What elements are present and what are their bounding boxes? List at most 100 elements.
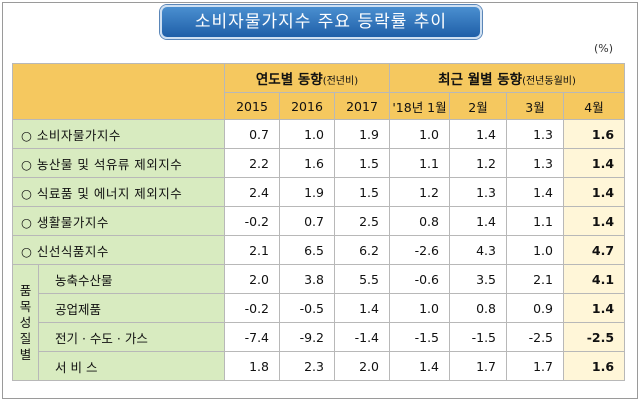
table-cell: 2.4 <box>224 177 280 207</box>
table-cell: 0.7 <box>279 206 335 236</box>
page-title: 소비자물가지수 주요 등락률 추이 <box>160 5 482 39</box>
group-label-char: 목 <box>19 298 32 314</box>
table-cell: 0.7 <box>224 119 280 149</box>
table-cell: 1.9 <box>334 119 390 149</box>
table-cell: 1.0 <box>389 119 450 149</box>
table-cell: 1.4 <box>449 119 507 149</box>
column-header: 2월 <box>449 92 507 120</box>
table-cell: 1.5 <box>334 148 390 178</box>
table-cell: -2.5 <box>562 322 626 352</box>
table-cell: 5.5 <box>334 264 390 294</box>
table-cell: 1.4 <box>334 293 390 323</box>
row-label: 전기 · 수도 · 가스 <box>38 322 225 352</box>
table-cell: 1.6 <box>562 119 626 149</box>
monthly-group-header: 최근 월별 동향(전년동월비) <box>388 63 626 93</box>
row-label: 공업제품 <box>38 293 225 323</box>
header-row-columns: 2015 2016 2017 '18년 1월 2월 3월 4월 <box>13 92 626 120</box>
table-cell: 1.2 <box>449 148 507 178</box>
group-label-char: 질 <box>19 330 32 346</box>
table-cell: 1.9 <box>279 177 335 207</box>
column-header: 2017 <box>334 92 390 120</box>
table-cell: 0.9 <box>506 293 564 323</box>
table-cell: 2.3 <box>279 351 335 381</box>
table-cell: 2.2 <box>224 148 280 178</box>
table-cell: 3.8 <box>279 264 335 294</box>
table-cell: 1.4 <box>449 206 507 236</box>
table-row: 서 비 스 1.8 2.3 2.0 1.4 1.7 1.7 1.6 <box>13 351 626 381</box>
table-cell: 1.4 <box>506 177 564 207</box>
table-cell: 4.7 <box>562 235 626 265</box>
table-cell: 1.6 <box>279 148 335 178</box>
table-row: ○ 신선식품지수 2.1 6.5 6.2 -2.6 4.3 1.0 4.7 <box>12 235 626 265</box>
table-cell: -7.4 <box>224 322 280 352</box>
column-header: 4월 <box>562 92 626 120</box>
group-label-char: 성 <box>19 314 32 330</box>
table-row: ○ 농산물 및 석유류 제외지수 2.2 1.6 1.5 1.1 1.2 1.3… <box>12 148 626 178</box>
unit-label: (%) <box>594 42 614 55</box>
table-cell: 6.2 <box>334 235 390 265</box>
table-cell: -9.2 <box>279 322 335 352</box>
cpi-table: 연도별 동향(전년비) 최근 월별 동향(전년동월비) 2015 2016 20… <box>12 63 626 381</box>
group-label-vertical: 품 목 성 질 별 <box>12 264 39 381</box>
table-cell: 0.8 <box>389 206 450 236</box>
table-cell: 1.1 <box>506 206 564 236</box>
table-cell: 1.0 <box>506 235 564 265</box>
table-cell: 1.1 <box>389 148 450 178</box>
row-label: 서 비 스 <box>38 351 225 381</box>
table-cell: -0.2 <box>224 293 280 323</box>
table-cell: 1.6 <box>562 351 626 381</box>
row-label: 농축수산물 <box>38 264 225 294</box>
monthly-group-subtitle: (전년동월비) <box>522 76 576 87</box>
table-cell: 1.5 <box>334 177 390 207</box>
table-cell: -2.6 <box>389 235 450 265</box>
table-row: ○ 생활물가지수 -0.2 0.7 2.5 0.8 1.4 1.1 1.4 <box>12 206 626 236</box>
table-cell: -2.5 <box>506 322 564 352</box>
table-cell: 4.3 <box>449 235 507 265</box>
group-label-char: 별 <box>19 346 32 362</box>
annual-group-subtitle: (전년비) <box>322 76 359 87</box>
column-header: 2016 <box>279 92 335 120</box>
table-cell: 1.0 <box>389 293 450 323</box>
table-cell: 1.4 <box>562 206 626 236</box>
table-cell: 1.4 <box>562 293 626 323</box>
table-row: ○ 소비자물가지수 0.7 1.0 1.9 1.0 1.4 1.3 1.6 <box>12 119 626 149</box>
row-label: ○ 신선식품지수 <box>12 235 225 265</box>
table-cell: -1.4 <box>334 322 390 352</box>
table-cell: -0.5 <box>279 293 335 323</box>
monthly-group-title: 최근 월별 동향 <box>438 72 523 88</box>
table-cell: 1.7 <box>449 351 507 381</box>
table-cell: 3.5 <box>449 264 507 294</box>
table-row: 전기 · 수도 · 가스 -7.4 -9.2 -1.4 -1.5 -1.5 -2… <box>13 322 626 352</box>
table-cell: 2.1 <box>224 235 280 265</box>
table-cell: 4.1 <box>562 264 626 294</box>
table-cell: 1.8 <box>224 351 280 381</box>
table-cell: -0.2 <box>224 206 280 236</box>
table-cell: 2.0 <box>224 264 280 294</box>
table-cell: 2.1 <box>506 264 564 294</box>
table-cell: 1.0 <box>279 119 335 149</box>
table-cell: -1.5 <box>389 322 450 352</box>
header-row-groups: 연도별 동향(전년비) 최근 월별 동향(전년동월비) <box>12 63 626 120</box>
table-cell: 1.3 <box>506 148 564 178</box>
row-label: ○ 생활물가지수 <box>12 206 225 236</box>
table-cell: 2.5 <box>334 206 390 236</box>
column-header: '18년 1월 <box>389 92 450 120</box>
annual-group-header: 연도별 동향(전년비) <box>224 63 390 93</box>
group-label-char: 품 <box>19 282 32 298</box>
row-label: ○ 식료품 및 에너지 제외지수 <box>12 177 225 207</box>
table-cell: 1.3 <box>506 119 564 149</box>
column-header: 2015 <box>224 92 280 120</box>
row-label: ○ 소비자물가지수 <box>12 119 225 149</box>
annual-group-title: 연도별 동향 <box>255 72 323 88</box>
table-row: ○ 식료품 및 에너지 제외지수 2.4 1.9 1.5 1.2 1.3 1.4… <box>12 177 626 207</box>
table-cell: 0.8 <box>449 293 507 323</box>
row-label: ○ 농산물 및 석유류 제외지수 <box>12 148 225 178</box>
header-corner <box>12 63 225 120</box>
table-cell: 1.4 <box>389 351 450 381</box>
table-row: 공업제품 -0.2 -0.5 1.4 1.0 0.8 0.9 1.4 <box>13 293 626 323</box>
table-cell: 2.0 <box>334 351 390 381</box>
table-cell: -1.5 <box>449 322 507 352</box>
table-cell: 1.4 <box>562 148 626 178</box>
table-cell: -0.6 <box>389 264 450 294</box>
table-cell: 1.7 <box>506 351 564 381</box>
